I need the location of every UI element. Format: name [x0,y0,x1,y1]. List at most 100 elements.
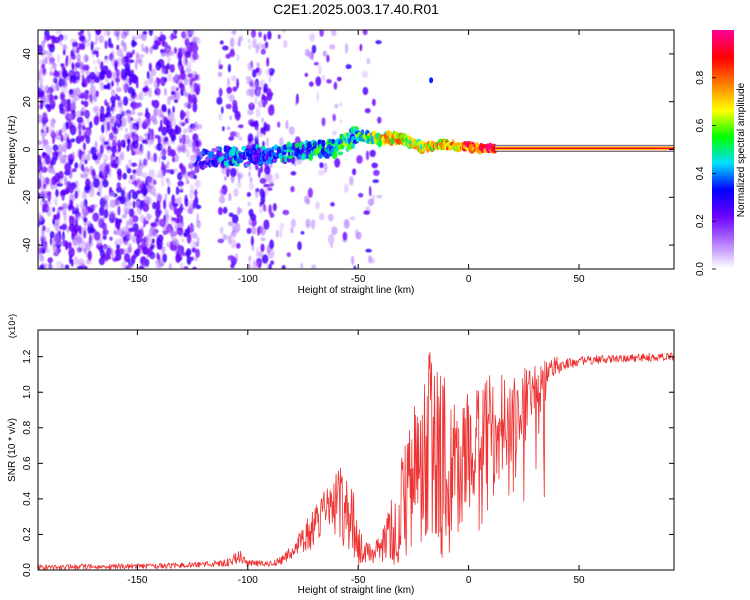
spectrogram-panel: -150 -100 -50 0 50 -40 -20 0 20 40 Height of str… [7,29,675,296]
snr-panel: -150 -100 -50 0 50 0.0 0.2 0.4 0.6 0.8 1.0 1.2 Hei… [7,314,675,596]
noise-blob [150,222,156,228]
noise-blob [75,72,80,77]
colorbar-cell [712,125,734,129]
noise-blob [45,227,51,233]
noise-blob [76,116,84,124]
noise-blob [178,65,182,70]
noise-blob [267,30,272,40]
noise-blob [91,168,96,177]
noise-blob [270,260,275,266]
noise-blob [83,100,89,108]
spectrogram-y-tick-label: 40 [22,48,33,60]
noise-blob [74,190,79,199]
colorbar-tick-label: 0.0 [695,262,706,276]
noise-blob [77,61,84,68]
colorbar-cell [712,55,734,59]
noise-blob [350,255,355,266]
colorbar-cell [712,259,734,262]
noise-blob [269,104,275,110]
colorbar-cell [712,191,734,194]
noise-blob [89,234,92,244]
noise-blob [125,127,128,133]
noise-blob [236,206,241,216]
noise-blob [116,206,120,216]
noise-blob [277,121,281,128]
noise-blob [122,240,129,246]
noise-blob [195,74,199,80]
noise-blob [277,34,281,39]
noise-blob [182,55,187,66]
noise-blob [92,41,98,46]
noise-blob [268,263,272,269]
signal-blob [337,151,344,156]
noise-blob [149,140,154,145]
colorbar-cell [712,39,734,43]
noise-blob [358,193,364,198]
noise-blob [160,176,165,188]
noise-blob [281,264,286,269]
colorbar-cell [712,139,734,143]
noise-blob [163,199,167,210]
noise-blob [247,262,252,269]
noise-blob [116,48,123,57]
noise-blob [326,79,332,84]
noise-blob [159,31,163,39]
noise-blob [175,91,181,101]
colorbar-cell [712,169,734,173]
noise-blob [167,50,174,56]
noise-blob [74,256,79,266]
noise-blob [82,190,87,201]
colorbar-cell [712,251,734,254]
noise-blob [131,39,136,48]
snr-background [38,330,674,570]
noise-blob [83,166,90,177]
noise-blob [230,263,235,269]
noise-blob [195,140,199,147]
noise-blob [92,212,99,222]
noise-blob [101,124,105,134]
noise-blob [191,36,198,44]
noise-blob [185,148,190,159]
colorbar-cell [712,243,734,246]
noise-blob [104,40,108,49]
noise-blob [124,253,131,263]
noise-blob [49,35,56,40]
spectrogram-signal [195,77,674,170]
noise-blob [263,83,268,93]
colorbar-cell [712,157,734,161]
noise-blob [82,64,90,71]
signal-blob [331,138,335,144]
colorbar-cell [712,93,734,97]
noise-blob [49,43,55,49]
noise-blob [170,149,176,158]
noise-blob [73,223,80,233]
noise-blob [131,191,138,200]
noise-blob [231,214,239,224]
noise-blob [141,121,148,130]
noise-blob [87,250,92,261]
noise-blob [255,44,259,54]
noise-blob [83,229,87,239]
colorbar-cell [712,221,734,224]
colorbar-cell [712,239,734,242]
noise-blob [117,146,121,153]
noise-blob [262,102,266,108]
noise-blob [331,226,338,235]
noise-blob [158,156,161,164]
noise-blob [180,92,184,96]
noise-blob [78,128,82,139]
noise-blob [138,159,142,167]
noise-blob [139,168,143,177]
noise-blob [101,137,106,149]
noise-blob [290,171,297,176]
noise-blob [79,92,85,99]
snr-x-label: Height of straight line (km) [298,585,415,596]
noise-blob [71,64,75,69]
noise-blob [168,112,173,117]
noise-blob [245,76,252,81]
noise-blob [189,184,195,193]
noise-blob [55,81,60,91]
colorbar-cell [712,87,734,91]
spectrogram-x-ticks: -150 -100 -50 0 50 [127,30,585,285]
noise-blob [257,168,261,178]
